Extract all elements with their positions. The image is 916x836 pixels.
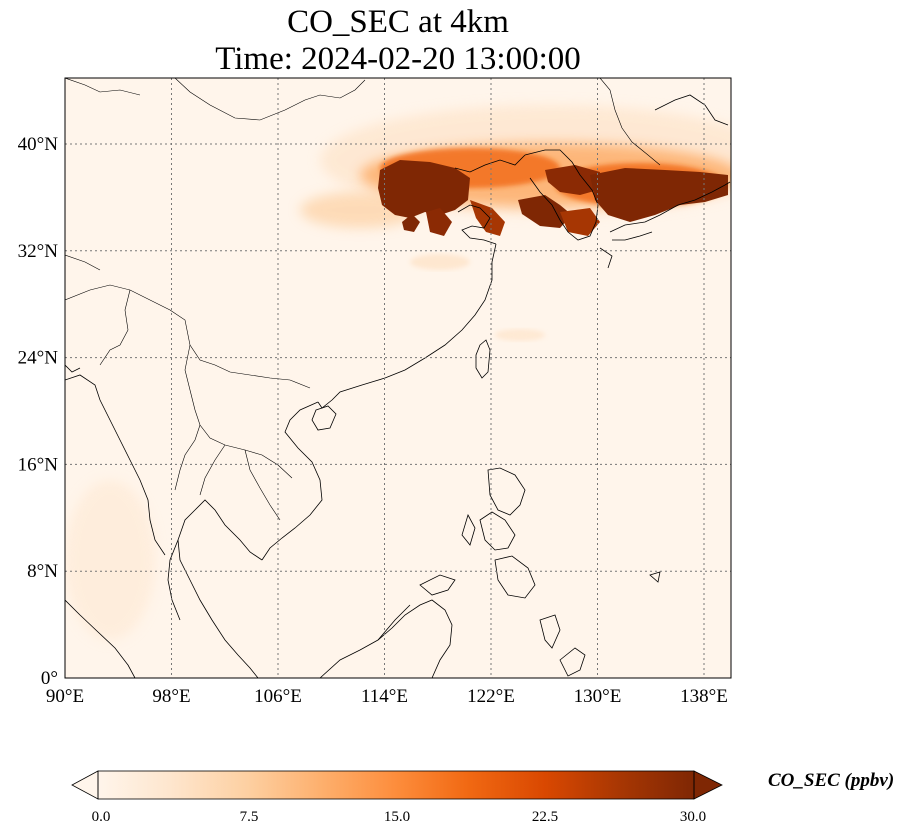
colorbar-tick-label: 15.0 [384,809,410,825]
co-sec-field [65,105,731,640]
colorbar-extend-min [71,770,99,800]
colorbar-ticks: 0.0 7.5 15.0 22.5 30.0 [92,809,707,825]
colorbar-gradient [98,771,694,799]
map-subtitle-time: Time: 2024-02-20 13:00:00 [215,41,581,77]
lat-tick-label: 32°N [18,241,59,262]
lat-tick-labels: 0° 8°N 16°N 24°N 32°N 40°N [18,134,59,689]
coastlines [65,78,731,678]
colorbar-label: CO_SEC (ppbv) [768,770,895,791]
colorbar-tick-label: 30.0 [680,809,706,825]
colorbar-tick-label: 22.5 [532,809,558,825]
lat-tick-label: 16°N [18,454,59,475]
lat-tick-label: 24°N [18,348,59,369]
map-frame [64,77,732,679]
lat-tick-label: 8°N [27,561,58,582]
colorbar-tick-label: 0.0 [92,809,111,825]
colorbar-extend-max [693,770,723,800]
lon-tick-label: 90°E [46,686,84,707]
lon-tick-label: 122°E [467,686,515,707]
colorbar-tick-label: 7.5 [240,809,259,825]
lon-tick-label: 114°E [361,686,408,707]
lat-tick-label: 40°N [18,134,59,155]
lon-tick-labels: 90°E 98°E 106°E 114°E 122°E 130°E 138°E [46,686,728,707]
lon-tick-label: 138°E [680,686,728,707]
lat-tick-label: 0° [41,668,58,689]
lon-tick-label: 130°E [574,686,622,707]
lon-tick-label: 106°E [254,686,302,707]
colorbar: 0.0 7.5 15.0 22.5 30.0 [71,770,723,825]
lon-tick-label: 98°E [152,686,190,707]
map-title: CO_SEC at 4km [287,4,509,40]
gridlines [65,78,731,678]
